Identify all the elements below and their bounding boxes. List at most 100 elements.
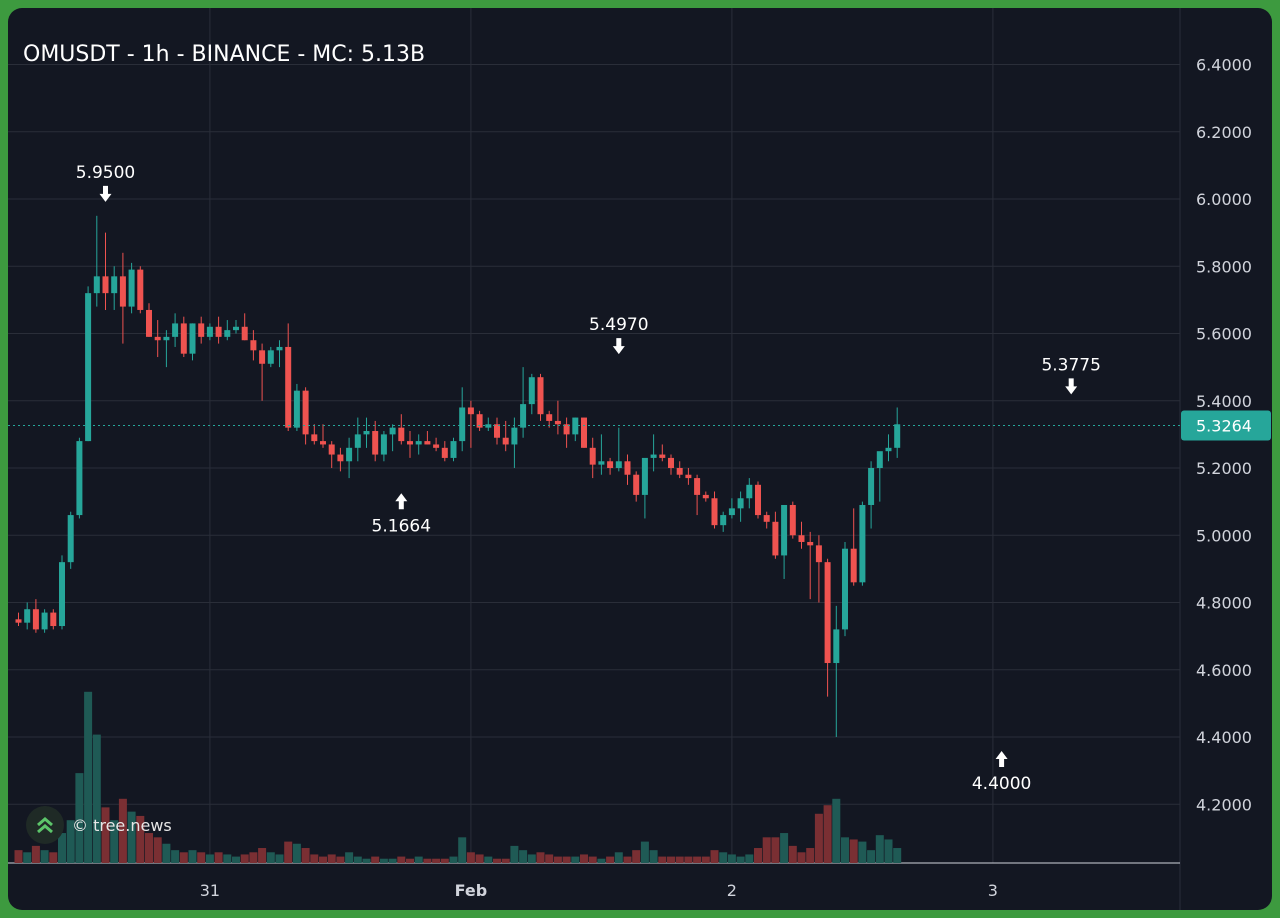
candle-body[interactable] xyxy=(32,609,39,630)
candle-body[interactable] xyxy=(589,447,596,465)
candle-body[interactable] xyxy=(372,431,379,455)
candle-body[interactable] xyxy=(259,350,266,364)
candle-body[interactable] xyxy=(546,414,553,421)
candle-body[interactable] xyxy=(267,350,274,364)
candle-body[interactable] xyxy=(528,377,535,405)
candle-body[interactable] xyxy=(728,508,735,516)
candle-body[interactable] xyxy=(842,548,848,630)
candle-body[interactable] xyxy=(233,326,239,331)
candle-body[interactable] xyxy=(746,484,753,499)
candle-body[interactable] xyxy=(128,269,135,307)
candle-body[interactable] xyxy=(111,276,118,294)
candle-body[interactable] xyxy=(389,427,396,435)
candle-body[interactable] xyxy=(520,404,527,428)
candle-body[interactable] xyxy=(554,420,561,425)
candle-body[interactable] xyxy=(633,474,640,495)
candle-body[interactable] xyxy=(398,427,405,442)
candle-body[interactable] xyxy=(459,407,466,442)
candle-body[interactable] xyxy=(415,441,422,445)
candle-body[interactable] xyxy=(789,504,796,536)
candle-body[interactable] xyxy=(772,521,779,556)
candle-body[interactable] xyxy=(285,346,292,428)
candle-body[interactable] xyxy=(641,457,648,495)
candle-body[interactable] xyxy=(320,441,326,445)
candle-body[interactable] xyxy=(354,434,361,448)
candle-body[interactable] xyxy=(293,390,300,428)
candle-body[interactable] xyxy=(206,326,213,337)
candle-body[interactable] xyxy=(494,424,500,438)
candle-body[interactable] xyxy=(607,461,614,468)
candle-body[interactable] xyxy=(346,447,353,462)
candle-body[interactable] xyxy=(180,323,187,354)
candle-body[interactable] xyxy=(868,468,875,505)
candle-body[interactable] xyxy=(476,414,483,428)
candle-body[interactable] xyxy=(859,504,866,583)
candle-body[interactable] xyxy=(685,474,692,479)
candle-body[interactable] xyxy=(894,424,901,448)
candle-body[interactable] xyxy=(424,441,431,445)
candle-body[interactable] xyxy=(380,434,387,455)
candle-body[interactable] xyxy=(833,629,840,664)
candle-body[interactable] xyxy=(328,444,335,455)
candle-body[interactable] xyxy=(563,424,570,435)
candle-body[interactable] xyxy=(189,323,196,354)
candlestick-chart[interactable]: 6.4000 6.2000 6.0000 5.8000 5.6000 5.4000 5.20… xyxy=(8,8,1272,910)
candle-body[interactable] xyxy=(441,447,448,458)
candle-body[interactable] xyxy=(615,461,622,468)
candle-body[interactable] xyxy=(737,498,744,509)
candle-body[interactable] xyxy=(702,494,709,499)
candle-body[interactable] xyxy=(798,535,805,542)
candle-body[interactable] xyxy=(311,434,318,442)
candle-body[interactable] xyxy=(624,461,631,475)
candle-body[interactable] xyxy=(781,504,788,556)
candle-body[interactable] xyxy=(433,444,440,448)
candle-body[interactable] xyxy=(720,515,727,526)
candle-body[interactable] xyxy=(276,346,283,351)
candle-body[interactable] xyxy=(581,417,587,448)
candle-body[interactable] xyxy=(198,323,205,337)
candle-body[interactable] xyxy=(67,515,74,563)
candle-body[interactable] xyxy=(467,407,474,415)
candle-body[interactable] xyxy=(659,454,666,458)
candle-body[interactable] xyxy=(15,619,22,623)
candle-body[interactable] xyxy=(24,609,31,623)
candle-body[interactable] xyxy=(363,431,370,435)
candle-body[interactable] xyxy=(154,336,161,341)
candle-body[interactable] xyxy=(711,498,718,526)
candle-body[interactable] xyxy=(850,548,857,583)
candle-body[interactable] xyxy=(146,309,152,337)
candle-body[interactable] xyxy=(119,276,126,307)
candle-body[interactable] xyxy=(241,326,248,341)
candle-body[interactable] xyxy=(598,461,605,465)
candle-body[interactable] xyxy=(85,293,92,442)
candle-body[interactable] xyxy=(50,612,57,627)
candle-body[interactable] xyxy=(668,457,674,468)
candle-body[interactable] xyxy=(172,323,179,337)
candle-body[interactable] xyxy=(676,468,683,475)
candle-body[interactable] xyxy=(137,269,144,310)
candle-body[interactable] xyxy=(807,541,814,546)
candle-body[interactable] xyxy=(163,336,170,341)
candle-body[interactable] xyxy=(41,612,48,630)
candle-body[interactable] xyxy=(302,390,309,435)
candle-body[interactable] xyxy=(885,447,892,452)
candle-body[interactable] xyxy=(572,417,579,435)
candle-body[interactable] xyxy=(537,377,544,415)
candle-body[interactable] xyxy=(93,276,100,294)
candle-body[interactable] xyxy=(337,454,344,462)
candle-body[interactable] xyxy=(250,340,257,351)
candle-body[interactable] xyxy=(407,441,413,445)
candle-body[interactable] xyxy=(215,326,222,337)
candle-body[interactable] xyxy=(502,437,509,445)
candle-body[interactable] xyxy=(755,484,761,516)
candle-body[interactable] xyxy=(650,454,657,458)
candle-body[interactable] xyxy=(450,441,457,458)
candle-body[interactable] xyxy=(694,478,701,495)
candle-body[interactable] xyxy=(511,427,518,445)
candle-body[interactable] xyxy=(763,515,770,522)
candle-body[interactable] xyxy=(824,562,831,664)
candle-body[interactable] xyxy=(224,330,231,337)
candle-body[interactable] xyxy=(102,276,109,294)
candle-body[interactable] xyxy=(876,451,883,468)
candle-body[interactable] xyxy=(59,562,65,627)
